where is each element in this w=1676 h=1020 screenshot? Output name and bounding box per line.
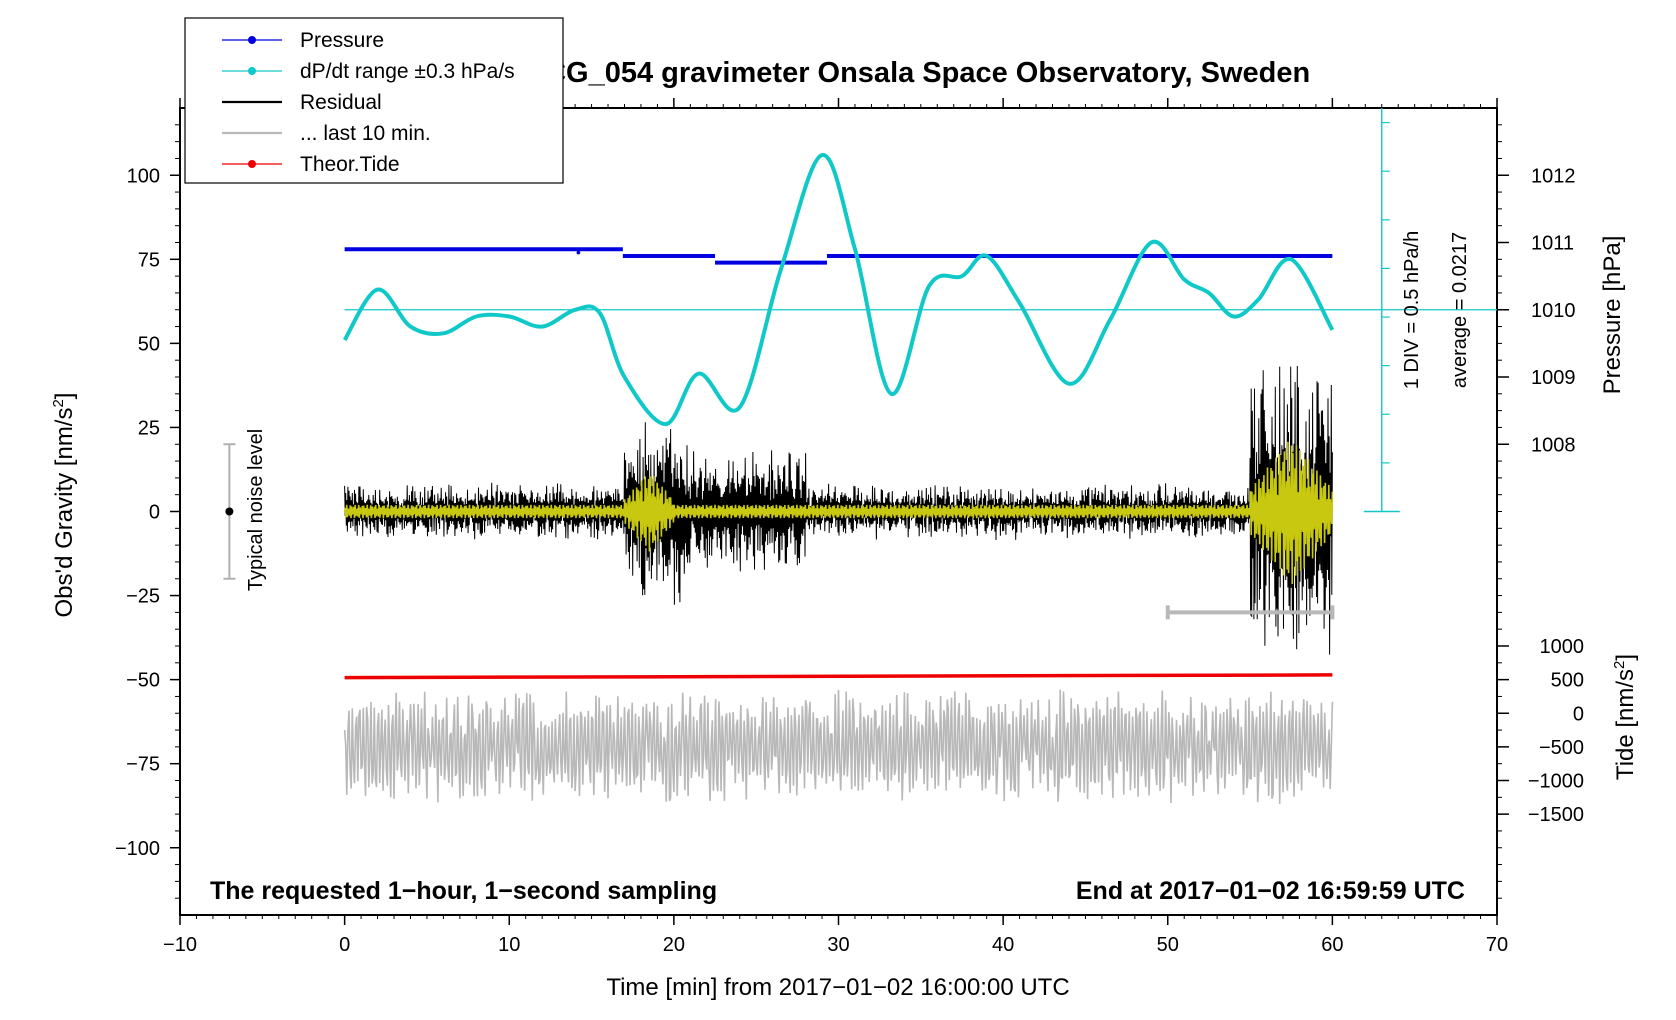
tide-label-sup: 2 bbox=[1611, 661, 1628, 669]
div-label: 1 DIV = 0.5 hPa/h bbox=[1401, 231, 1423, 389]
noise-level-label: Typical noise level bbox=[245, 429, 267, 591]
noise-bar-center bbox=[225, 507, 234, 516]
x-tick-label: 70 bbox=[1486, 934, 1508, 956]
note-end-time: End at 2017−01−02 16:59:59 UTC bbox=[1076, 877, 1465, 905]
pressure-axis-label: Pressure [hPa] bbox=[1599, 236, 1626, 395]
legend-label: dP/dt range ±0.3 hPa/s bbox=[300, 60, 515, 83]
tide-axis-label: Tide [nm/s2] bbox=[1611, 654, 1639, 780]
legend-label: Pressure bbox=[300, 29, 384, 52]
y-tick-label: 50 bbox=[138, 333, 160, 355]
tide-tick-label: −1500 bbox=[1528, 804, 1584, 826]
x-tick-label: 20 bbox=[663, 934, 685, 956]
residual-line bbox=[344, 365, 1333, 655]
pressure-tick-label: 1009 bbox=[1531, 367, 1576, 389]
legend-label: Residual bbox=[300, 91, 382, 114]
minor-ticks bbox=[175, 104, 1502, 919]
y-left-label-main: Obs'd Gravity [nm/s bbox=[51, 408, 78, 618]
pressure-tick-label: 1010 bbox=[1531, 300, 1576, 322]
x-tick-label: 60 bbox=[1321, 934, 1343, 956]
legend-swatch-marker bbox=[248, 160, 256, 168]
legend-swatch-marker bbox=[248, 67, 256, 75]
tide-label-end: ] bbox=[1612, 654, 1639, 661]
x-axis-label: Time [min] from 2017−01−02 16:00:00 UTC bbox=[606, 974, 1069, 1001]
legend-swatch-marker bbox=[248, 36, 256, 44]
legend: Pressure dP/dt range ±0.3 hPa/s Residual..… bbox=[184, 17, 564, 184]
y-tick-label: −25 bbox=[126, 586, 160, 608]
tide-tick-label: 500 bbox=[1551, 670, 1584, 692]
tide-label-main: Tide [nm/s bbox=[1612, 669, 1639, 780]
y-tick-label: −100 bbox=[115, 838, 160, 860]
y-left-axis-label: Obs'd Gravity [nm/s2] bbox=[50, 393, 78, 618]
chart-series bbox=[342, 153, 1497, 804]
x-axis-ticks: −10 0 10 20 30 40 50 60 70 bbox=[163, 98, 1508, 956]
legend-box bbox=[184, 17, 564, 184]
chart-title: SCG_054 gravimeter Onsala Space Observat… bbox=[526, 57, 1310, 89]
chart-annotations bbox=[223, 108, 1400, 620]
tide-tick-label: 0 bbox=[1573, 703, 1584, 725]
pressure-tick-label: 1008 bbox=[1531, 434, 1576, 456]
last-10-min-line bbox=[343, 689, 1334, 804]
theoretical-tide-line bbox=[344, 673, 1333, 680]
dpdt-curve bbox=[342, 153, 1335, 427]
tide-tick-label: −500 bbox=[1539, 737, 1584, 759]
y-tick-label: −75 bbox=[126, 754, 160, 776]
x-tick-label: 50 bbox=[1157, 934, 1179, 956]
y-left-axis-ticks: 100 75 50 25 0 −25 −50 −75 −100 bbox=[115, 165, 180, 860]
average-label: average = 0.0217 bbox=[1449, 232, 1471, 388]
x-tick-label: 0 bbox=[339, 934, 350, 956]
pressure-axis-ticks: 1012 1011 1010 1009 1008 bbox=[1497, 165, 1576, 456]
tide-tick-label: −1000 bbox=[1528, 771, 1584, 793]
tide-tick-label: 1000 bbox=[1540, 636, 1585, 658]
x-tick-label: 30 bbox=[827, 934, 849, 956]
legend-label: ... last 10 min. bbox=[300, 122, 431, 145]
y-tick-label: 0 bbox=[149, 502, 160, 524]
x-tick-label: 40 bbox=[992, 934, 1014, 956]
note-sampling: The requested 1−hour, 1−second sampling bbox=[210, 877, 717, 905]
y-tick-label: 100 bbox=[127, 165, 160, 187]
y-left-label-end: ] bbox=[51, 393, 78, 400]
pressure-tick-label: 1011 bbox=[1531, 233, 1574, 255]
y-tick-label: 75 bbox=[138, 249, 160, 271]
y-left-label-sup: 2 bbox=[50, 399, 67, 407]
x-tick-label: −10 bbox=[163, 934, 197, 956]
filtered-residual-line bbox=[343, 441, 1334, 585]
x-tick-label: 10 bbox=[498, 934, 520, 956]
tide-axis-ticks: 1000 500 0 −500 −1000 −1500 bbox=[1497, 636, 1584, 826]
pressure-tick-label: 1012 bbox=[1531, 165, 1576, 187]
legend-label: Theor.Tide bbox=[300, 153, 400, 176]
y-tick-label: 25 bbox=[138, 417, 160, 439]
pressure-dot bbox=[576, 250, 581, 255]
y-tick-label: −50 bbox=[126, 670, 160, 692]
